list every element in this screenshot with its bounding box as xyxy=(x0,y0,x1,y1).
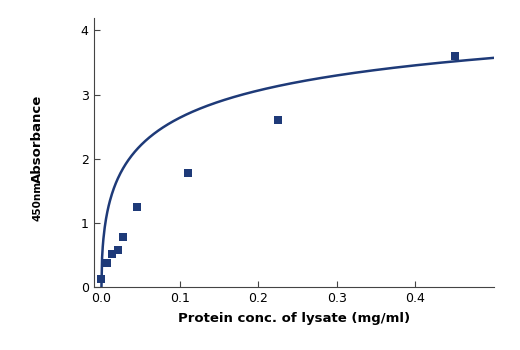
Text: Absorbance: Absorbance xyxy=(31,94,44,183)
Point xyxy=(114,247,122,253)
X-axis label: Protein conc. of lysate (mg/ml): Protein conc. of lysate (mg/ml) xyxy=(178,312,410,325)
Point xyxy=(184,170,192,176)
Point xyxy=(274,117,282,123)
Point xyxy=(103,260,111,265)
Point xyxy=(451,53,459,59)
Point xyxy=(119,234,127,240)
Text: 450nm: 450nm xyxy=(33,181,43,221)
Point xyxy=(97,276,106,282)
Point xyxy=(133,204,141,210)
Point xyxy=(108,251,116,257)
